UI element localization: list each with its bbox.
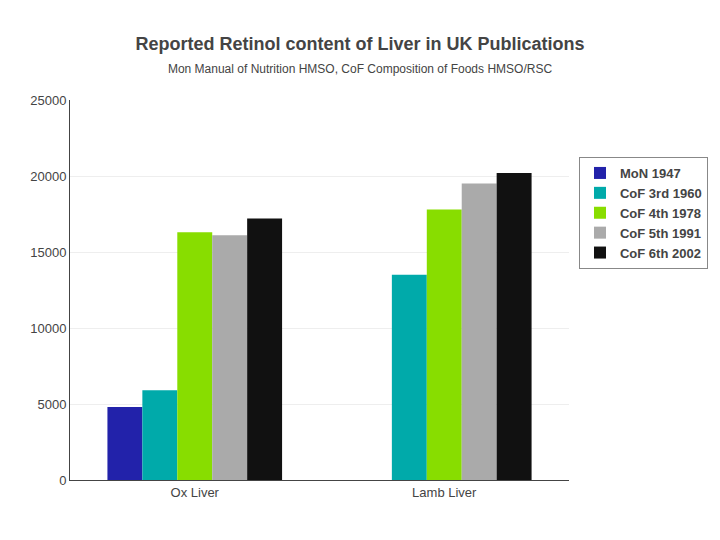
svg-text:CoF 6th 2002: CoF 6th 2002 [620, 246, 701, 261]
svg-text:25000: 25000 [30, 93, 66, 108]
svg-text:Ox Liver: Ox Liver [171, 485, 220, 500]
svg-text:Lamb Liver: Lamb Liver [412, 485, 477, 500]
svg-text:0: 0 [59, 473, 66, 488]
svg-text:20000: 20000 [30, 169, 66, 184]
svg-text:15000: 15000 [30, 245, 66, 260]
svg-text:CoF 5th 1991: CoF 5th 1991 [620, 226, 701, 241]
svg-text:Reported Retinol content of Li: Reported Retinol content of Liver in UK … [135, 34, 584, 54]
svg-text:MoN 1947: MoN 1947 [620, 166, 681, 181]
svg-text:5000: 5000 [37, 397, 66, 412]
svg-text:10000: 10000 [30, 321, 66, 336]
svg-text:CoF 3rd 1960: CoF 3rd 1960 [620, 186, 702, 201]
svg-text:Mon Manual of Nutrition HMSO,: Mon Manual of Nutrition HMSO, CoF Compos… [168, 62, 552, 76]
svg-text:CoF 4th 1978: CoF 4th 1978 [620, 206, 701, 221]
